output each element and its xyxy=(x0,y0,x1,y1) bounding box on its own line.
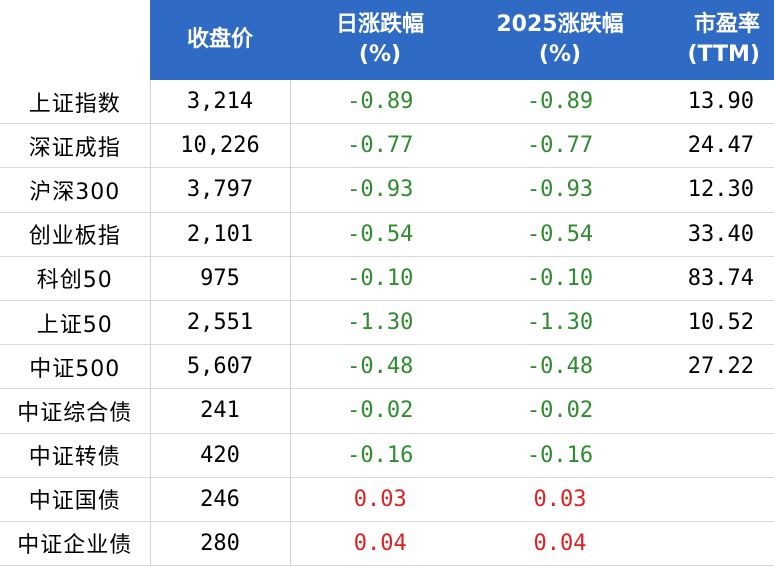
index-name-cell: 科创50 xyxy=(0,256,150,301)
close-price-cell: 246 xyxy=(149,477,291,522)
pe-ratio-cell xyxy=(650,433,774,478)
close-price-cell: 3,214 xyxy=(149,80,291,125)
close-price-cell: 280 xyxy=(149,521,291,566)
ytd-change-cell: -0.48 xyxy=(470,344,650,390)
ytd-change-cell: -0.89 xyxy=(470,80,650,125)
table-row: 深证成指 10,226 -0.77 -0.77 24.47 xyxy=(0,123,774,169)
header-pe-title: 市盈率 xyxy=(693,12,760,37)
daily-change-cell: 0.03 xyxy=(290,477,470,522)
ytd-change-cell: -0.54 xyxy=(470,212,650,257)
close-price-cell: 975 xyxy=(149,256,291,301)
ytd-change-cell: -1.30 xyxy=(470,300,650,346)
pe-ratio-cell: 13.90 xyxy=(650,80,774,125)
header-daily-change-unit: (%) xyxy=(358,42,402,67)
header-ytd-change: 2025涨跌幅 (%) xyxy=(470,0,650,80)
pe-ratio-cell: 27.22 xyxy=(650,344,774,390)
table-row: 沪深300 3,797 -0.93 -0.93 12.30 xyxy=(0,167,774,213)
table-row: 上证指数 3,214 -0.89 -0.89 13.90 xyxy=(0,80,774,125)
close-price-cell: 2,101 xyxy=(149,212,291,257)
daily-change-cell: -0.89 xyxy=(290,80,470,125)
ytd-change-cell: -0.10 xyxy=(470,256,650,301)
header-daily-change: 日涨跌幅 (%) xyxy=(290,0,470,80)
index-name-cell: 中证综合债 xyxy=(0,388,150,434)
index-name-cell: 深证成指 xyxy=(0,123,150,169)
daily-change-cell: -1.30 xyxy=(290,300,470,346)
index-name-cell: 上证50 xyxy=(0,300,150,346)
daily-change-cell: -0.48 xyxy=(290,344,470,390)
table-row: 创业板指 2,101 -0.54 -0.54 33.40 xyxy=(0,212,774,257)
table-row: 上证50 2,551 -1.30 -1.30 10.52 xyxy=(0,300,774,346)
daily-change-cell: -0.02 xyxy=(290,388,470,434)
index-name-cell: 上证指数 xyxy=(0,80,150,125)
table-row: 中证500 5,607 -0.48 -0.48 27.22 xyxy=(0,344,774,390)
close-price-cell: 2,551 xyxy=(149,300,291,346)
table-row: 中证国债 246 0.03 0.03 xyxy=(0,477,774,522)
daily-change-cell: -0.54 xyxy=(290,212,470,257)
index-name-cell: 创业板指 xyxy=(0,212,150,257)
header-row: 收盘价 日涨跌幅 (%) 2025涨跌幅 (%) 市盈率 (TTM) xyxy=(0,0,774,80)
header-pe-unit: (TTM) xyxy=(687,42,760,67)
table-body: 上证指数 3,214 -0.89 -0.89 13.90 深证成指 10,226 -0.77-… xyxy=(0,80,774,566)
pe-ratio-cell xyxy=(650,477,774,522)
pe-ratio-cell xyxy=(650,388,774,434)
header-ytd-change-title: 2025涨跌幅 xyxy=(496,12,624,37)
index-name-cell: 中证转债 xyxy=(0,433,150,478)
ytd-change-cell: 0.03 xyxy=(470,477,650,522)
daily-change-cell: -0.93 xyxy=(290,167,470,213)
pe-ratio-cell: 10.52 xyxy=(650,300,774,346)
ytd-change-cell: -0.77 xyxy=(470,123,650,169)
index-name-cell: 中证国债 xyxy=(0,477,150,522)
pe-ratio-cell: 33.40 xyxy=(650,212,774,257)
header-daily-change-title: 日涨跌幅 xyxy=(335,12,424,37)
header-ytd-change-unit: (%) xyxy=(538,42,582,67)
index-name-cell: 中证500 xyxy=(0,344,150,390)
table-row: 中证综合债 241 -0.02 -0.02 xyxy=(0,388,774,434)
close-price-cell: 420 xyxy=(149,433,291,478)
header-close: 收盘价 xyxy=(150,0,290,80)
close-price-cell: 3,797 xyxy=(149,167,291,213)
close-price-cell: 10,226 xyxy=(149,123,291,169)
table-row: 科创50 975 -0.10 -0.10 83.74 xyxy=(0,256,774,301)
ytd-change-cell: 0.04 xyxy=(470,521,650,566)
index-name-cell: 沪深300 xyxy=(0,167,150,213)
close-price-cell: 241 xyxy=(149,388,291,434)
table-row: 中证转债 420 -0.16 -0.16 xyxy=(0,433,774,478)
daily-change-cell: -0.16 xyxy=(290,433,470,478)
header-name xyxy=(0,0,150,80)
daily-change-cell: -0.77 xyxy=(290,123,470,169)
header-pe: 市盈率 (TTM) xyxy=(650,0,774,80)
pe-ratio-cell xyxy=(650,521,774,566)
pe-ratio-cell: 12.30 xyxy=(650,167,774,213)
table-header: 收盘价 日涨跌幅 (%) 2025涨跌幅 (%) 市盈率 (TTM) xyxy=(0,0,774,80)
ytd-change-cell: -0.16 xyxy=(470,433,650,478)
pe-ratio-cell: 24.47 xyxy=(650,123,774,169)
daily-change-cell: -0.10 xyxy=(290,256,470,301)
ytd-change-cell: -0.02 xyxy=(470,388,650,434)
pe-ratio-cell: 83.74 xyxy=(650,256,774,301)
ytd-change-cell: -0.93 xyxy=(470,167,650,213)
daily-change-cell: 0.04 xyxy=(290,521,470,566)
table-row: 中证企业债 280 0.04 0.04 xyxy=(0,521,774,566)
close-price-cell: 5,607 xyxy=(149,344,291,390)
index-name-cell: 中证企业债 xyxy=(0,521,150,566)
